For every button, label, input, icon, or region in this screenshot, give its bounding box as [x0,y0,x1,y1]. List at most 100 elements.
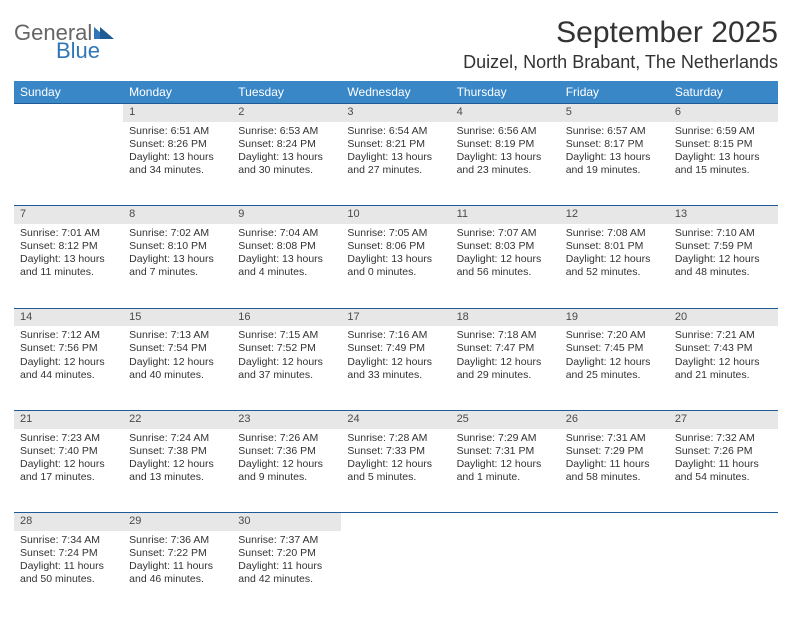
day-cell [669,531,778,615]
day-line: Daylight: 13 hours [566,151,663,164]
day-header: Wednesday [341,81,450,104]
day-line: Sunrise: 7:32 AM [675,432,772,445]
day-line: and 48 minutes. [675,266,772,279]
day-line: Daylight: 13 hours [347,151,444,164]
day-line: Sunset: 7:40 PM [20,445,117,458]
day-number: 13 [669,206,778,224]
day-cell: Sunrise: 6:57 AMSunset: 8:17 PMDaylight:… [560,122,669,206]
day-number: 12 [560,206,669,224]
day-cell [14,122,123,206]
day-content: Sunrise: 7:16 AMSunset: 7:49 PMDaylight:… [341,326,450,388]
day-cell: Sunrise: 7:21 AMSunset: 7:43 PMDaylight:… [669,326,778,410]
day-line: Sunset: 7:47 PM [457,342,554,355]
day-cell: Sunrise: 7:10 AMSunset: 7:59 PMDaylight:… [669,224,778,308]
day-cell: Sunrise: 6:56 AMSunset: 8:19 PMDaylight:… [451,122,560,206]
week-row: Sunrise: 7:01 AMSunset: 8:12 PMDaylight:… [14,224,778,308]
day-number: 1 [123,104,232,122]
day-line: and 58 minutes. [566,471,663,484]
day-number [14,104,123,122]
day-number: 6 [669,104,778,122]
day-line: Sunset: 8:17 PM [566,138,663,151]
week-row: Sunrise: 7:34 AMSunset: 7:24 PMDaylight:… [14,531,778,615]
daynum-row: 14151617181920 [14,308,778,326]
day-line: and 5 minutes. [347,471,444,484]
day-line: and 54 minutes. [675,471,772,484]
day-line: and 21 minutes. [675,369,772,382]
day-line: Sunrise: 6:56 AM [457,125,554,138]
day-line: Daylight: 12 hours [20,458,117,471]
day-number: 3 [341,104,450,122]
day-number [560,513,669,531]
day-content: Sunrise: 7:29 AMSunset: 7:31 PMDaylight:… [451,429,560,491]
day-line: Daylight: 13 hours [347,253,444,266]
day-line: Sunset: 8:01 PM [566,240,663,253]
day-line: and 37 minutes. [238,369,335,382]
day-cell: Sunrise: 7:29 AMSunset: 7:31 PMDaylight:… [451,429,560,513]
day-line: Daylight: 13 hours [238,151,335,164]
calendar-grid: Sunday Monday Tuesday Wednesday Thursday… [14,81,778,615]
header: General Blue September 2025 Duizel, Nort… [14,16,778,73]
day-line: and 19 minutes. [566,164,663,177]
day-line: Sunrise: 7:16 AM [347,329,444,342]
day-line: Daylight: 11 hours [675,458,772,471]
day-cell [341,531,450,615]
day-line: Daylight: 11 hours [566,458,663,471]
day-number: 15 [123,308,232,326]
day-line: Daylight: 11 hours [129,560,226,573]
day-content: Sunrise: 7:12 AMSunset: 7:56 PMDaylight:… [14,326,123,388]
day-number: 14 [14,308,123,326]
day-header: Friday [560,81,669,104]
day-line: Sunset: 7:49 PM [347,342,444,355]
day-line: Sunrise: 7:12 AM [20,329,117,342]
day-line: Sunset: 8:10 PM [129,240,226,253]
day-number: 8 [123,206,232,224]
day-line: Daylight: 12 hours [566,253,663,266]
day-number: 18 [451,308,560,326]
day-content: Sunrise: 6:56 AMSunset: 8:19 PMDaylight:… [451,122,560,184]
day-number: 30 [232,513,341,531]
week-row: Sunrise: 6:51 AMSunset: 8:26 PMDaylight:… [14,122,778,206]
day-line: Daylight: 11 hours [20,560,117,573]
day-line: Daylight: 13 hours [457,151,554,164]
day-header: Monday [123,81,232,104]
day-content: Sunrise: 6:54 AMSunset: 8:21 PMDaylight:… [341,122,450,184]
day-header: Saturday [669,81,778,104]
day-line: Sunset: 8:12 PM [20,240,117,253]
day-line: Daylight: 12 hours [457,253,554,266]
day-line: Sunset: 7:33 PM [347,445,444,458]
day-line: Daylight: 13 hours [20,253,117,266]
day-line: and 27 minutes. [347,164,444,177]
day-cell: Sunrise: 7:07 AMSunset: 8:03 PMDaylight:… [451,224,560,308]
day-cell: Sunrise: 7:28 AMSunset: 7:33 PMDaylight:… [341,429,450,513]
day-line: and 30 minutes. [238,164,335,177]
day-number: 28 [14,513,123,531]
day-line: Daylight: 12 hours [457,458,554,471]
day-number: 16 [232,308,341,326]
day-line: Sunrise: 7:01 AM [20,227,117,240]
day-cell: Sunrise: 7:08 AMSunset: 8:01 PMDaylight:… [560,224,669,308]
day-line: Sunset: 8:19 PM [457,138,554,151]
day-line: Sunrise: 7:04 AM [238,227,335,240]
day-line: and 44 minutes. [20,369,117,382]
day-line: and 25 minutes. [566,369,663,382]
day-number [451,513,560,531]
day-cell: Sunrise: 6:51 AMSunset: 8:26 PMDaylight:… [123,122,232,206]
day-line: Sunrise: 6:51 AM [129,125,226,138]
day-line: Sunset: 8:03 PM [457,240,554,253]
day-number: 20 [669,308,778,326]
day-cell: Sunrise: 7:04 AMSunset: 8:08 PMDaylight:… [232,224,341,308]
day-number: 25 [451,410,560,428]
day-cell: Sunrise: 7:37 AMSunset: 7:20 PMDaylight:… [232,531,341,615]
day-cell: Sunrise: 7:32 AMSunset: 7:26 PMDaylight:… [669,429,778,513]
day-line: and 7 minutes. [129,266,226,279]
logo: General Blue [14,16,114,62]
day-content: Sunrise: 6:51 AMSunset: 8:26 PMDaylight:… [123,122,232,184]
day-content: Sunrise: 7:26 AMSunset: 7:36 PMDaylight:… [232,429,341,491]
day-line: Sunrise: 7:15 AM [238,329,335,342]
day-number: 11 [451,206,560,224]
day-number: 22 [123,410,232,428]
day-line: Sunset: 7:43 PM [675,342,772,355]
day-cell: Sunrise: 6:53 AMSunset: 8:24 PMDaylight:… [232,122,341,206]
day-line: and 52 minutes. [566,266,663,279]
day-cell: Sunrise: 7:02 AMSunset: 8:10 PMDaylight:… [123,224,232,308]
